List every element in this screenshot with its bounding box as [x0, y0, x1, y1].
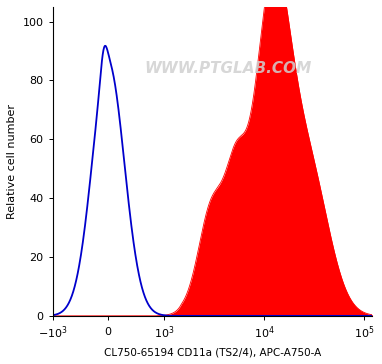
X-axis label: CL750-65194 CD11a (TS2/4), APC-A750-A: CL750-65194 CD11a (TS2/4), APC-A750-A: [104, 347, 321, 357]
Y-axis label: Relative cell number: Relative cell number: [7, 104, 17, 219]
Text: WWW.PTGLAB.COM: WWW.PTGLAB.COM: [145, 61, 312, 76]
